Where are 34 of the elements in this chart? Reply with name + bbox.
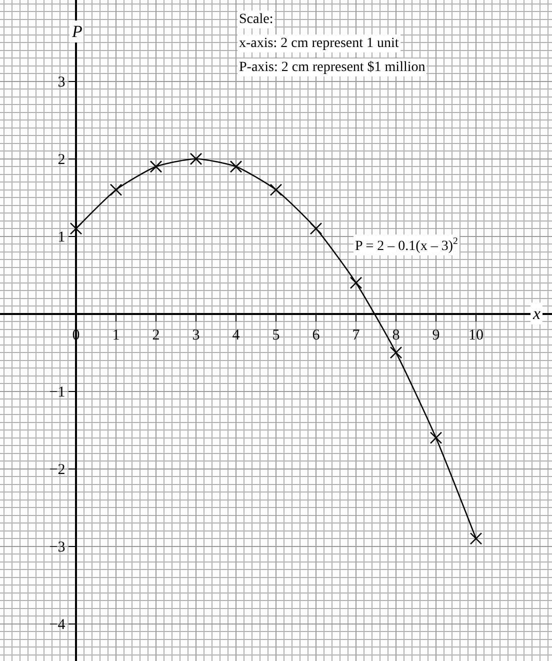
y-axis-title: P: [71, 22, 82, 41]
point: [430, 432, 442, 444]
point: [230, 160, 242, 173]
annotation: x-axis: 2 cm represent 1 unit: [239, 36, 399, 51]
x-axis-title: x: [532, 304, 541, 323]
point: [190, 152, 202, 166]
point: [470, 532, 482, 545]
x-tick-label: 10: [468, 328, 484, 344]
point: [350, 276, 362, 289]
y-tick-label: 3: [58, 74, 66, 91]
annotation: Scale:: [239, 12, 274, 27]
x-tick-label: 7: [352, 328, 360, 344]
point: [150, 160, 162, 173]
point: [390, 346, 402, 359]
y-tick-label: −4: [49, 617, 66, 634]
x-tick-label: 2: [152, 328, 160, 344]
y-tick-label: 1: [58, 230, 66, 246]
x-tick-label: 6: [312, 328, 320, 344]
point: [310, 222, 322, 235]
point: [70, 222, 82, 235]
y-tick-label: 2: [58, 152, 66, 168]
point: [270, 184, 282, 196]
x-tick-label: 4: [232, 328, 240, 344]
x-tick-label: 9: [432, 328, 440, 344]
annotation: P = 2 – 0.1(x – 3)$^{2}$: [355, 236, 458, 254]
x-tick-label: 8: [392, 328, 400, 344]
y-tick-label: −2: [49, 462, 66, 478]
y-tick-label: −3: [49, 540, 66, 556]
point: [110, 184, 122, 196]
y-tick-label: −1: [49, 384, 66, 401]
x-tick-label: 1: [112, 328, 120, 344]
x-tick-label: 3: [192, 328, 200, 344]
annotation: P-axis: 2 cm represent $1 million: [239, 60, 426, 75]
x-tick-label: 5: [272, 328, 280, 344]
